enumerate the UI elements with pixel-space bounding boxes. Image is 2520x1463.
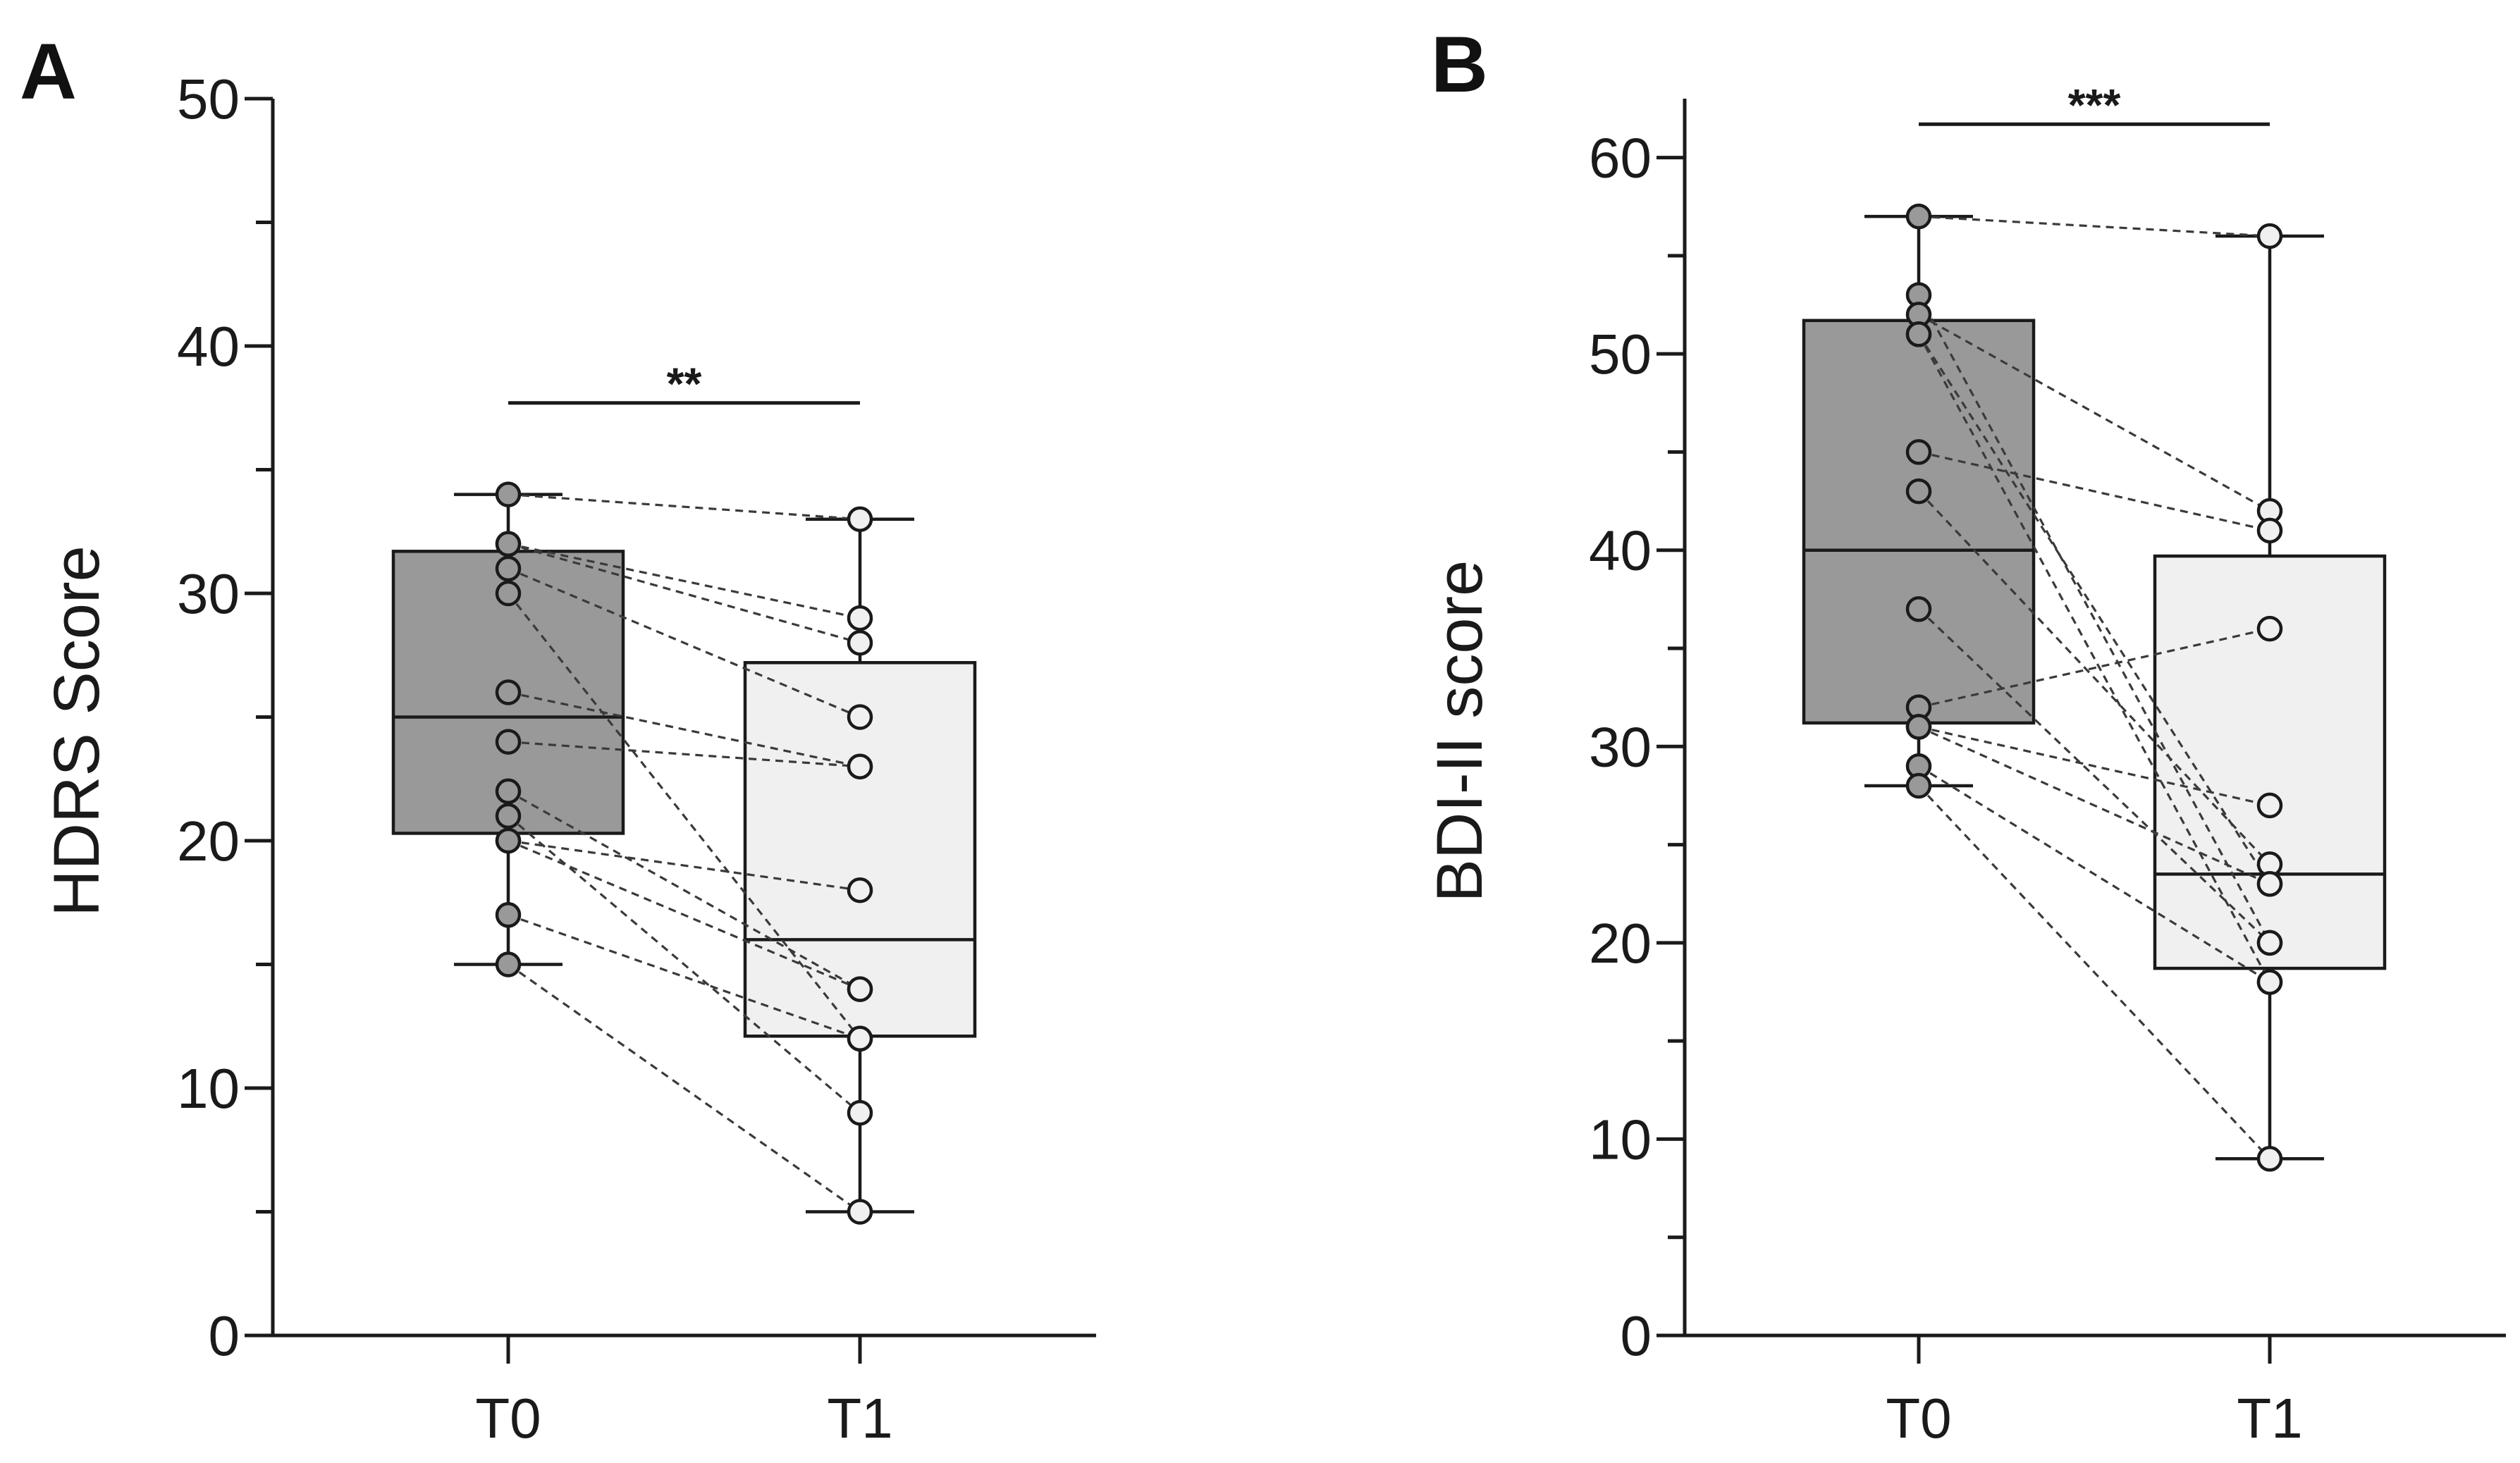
point-t1 (847, 976, 873, 1002)
paired-line (1917, 333, 2271, 885)
paired-line (1917, 784, 2271, 1160)
y-tick-label: 0 (1621, 1304, 1652, 1367)
paired-line (508, 543, 861, 644)
point-t0 (495, 902, 522, 928)
paired-line (507, 593, 861, 1039)
paired-line (1918, 314, 2270, 512)
point-t0 (1905, 439, 1932, 465)
panel-letter: A (20, 27, 77, 116)
point-t1 (847, 753, 873, 779)
paired-line (1917, 294, 2271, 944)
y-tick-label: 20 (177, 810, 240, 872)
paired-line (508, 790, 861, 990)
y-tick-label: 10 (177, 1057, 240, 1120)
y-tick-label: 20 (1589, 912, 1652, 975)
point-t1 (2256, 223, 2283, 249)
y-tick-label: 0 (209, 1304, 240, 1367)
point-t0 (1905, 203, 1932, 230)
y-tick-label: 10 (1589, 1108, 1652, 1171)
point-t1 (847, 1025, 873, 1052)
point-t0 (1905, 321, 1932, 347)
y-axis-label: BDI-II score (1424, 560, 1496, 903)
paired-line (1918, 450, 2270, 532)
paired-line (508, 963, 861, 1213)
point-t1 (847, 1199, 873, 1225)
significance-label: *** (2068, 80, 2121, 130)
point-t1 (2256, 871, 2283, 897)
point-t0 (495, 531, 522, 557)
point-t0 (1905, 772, 1932, 799)
paired-line (1917, 333, 2271, 983)
point-t0 (1905, 478, 1932, 505)
point-t0 (495, 778, 522, 805)
point-t1 (2256, 517, 2283, 544)
y-tick-label: 50 (177, 68, 240, 130)
point-t1 (2256, 1146, 2283, 1172)
panel-a-hdrs: A HDRS Score 0 10 20 30 40 50 T0 T1 ** (20, 27, 1096, 1450)
point-t1 (847, 877, 873, 903)
point-t1 (2256, 969, 2283, 995)
point-t1 (847, 1099, 873, 1126)
y-tick-label: 60 (1589, 127, 1652, 190)
paired-line (508, 691, 861, 768)
paired-line (1918, 725, 2270, 807)
point-t0 (495, 803, 522, 829)
paired-line (507, 815, 861, 1114)
y-tick-label: 50 (1589, 323, 1652, 385)
y-tick-label: 30 (177, 562, 240, 625)
panel-b-bdi: B BDI-II score 0 10 20 30 40 50 60 T0 T1 *** (1424, 20, 2506, 1450)
paired-line (1918, 765, 2270, 983)
point-t0 (495, 951, 522, 977)
paired-line (1917, 608, 2271, 944)
paired-line (1918, 627, 2270, 709)
paired-line (508, 839, 861, 891)
y-axis-label: HDRS Score (41, 545, 113, 917)
paired-line (508, 839, 861, 991)
paired-line (1918, 725, 2270, 885)
paired-line (1917, 490, 2271, 865)
point-t1 (2256, 792, 2283, 819)
point-t1 (2256, 615, 2283, 642)
x-tick-label: T0 (475, 1387, 541, 1450)
point-t0 (495, 827, 522, 854)
point-t0 (1905, 596, 1932, 622)
point-t0 (495, 481, 522, 507)
paired-line (508, 543, 861, 619)
point-t1 (847, 629, 873, 656)
point-t0 (495, 679, 522, 705)
panel-letter: B (1431, 20, 1488, 109)
paired-line (508, 913, 861, 1040)
point-t0 (495, 555, 522, 582)
paired-line (1918, 215, 2270, 237)
point-t0 (495, 580, 522, 607)
y-tick-label: 40 (177, 315, 240, 378)
x-tick-label: T1 (2237, 1387, 2302, 1450)
x-tick-label: T0 (1886, 1387, 1951, 1450)
box-t0 (1802, 319, 2036, 725)
paired-line (508, 493, 861, 521)
significance-label: ** (667, 359, 702, 409)
point-t0 (495, 729, 522, 755)
paired-line (508, 567, 861, 718)
point-t0 (1905, 714, 1932, 740)
y-tick-label: 40 (1589, 519, 1652, 582)
point-t1 (847, 605, 873, 631)
point-t1 (847, 704, 873, 730)
paired-line (508, 741, 861, 768)
point-t1 (2256, 930, 2283, 956)
x-tick-label: T1 (827, 1387, 892, 1450)
y-tick-label: 30 (1589, 715, 1652, 778)
point-t1 (847, 506, 873, 532)
